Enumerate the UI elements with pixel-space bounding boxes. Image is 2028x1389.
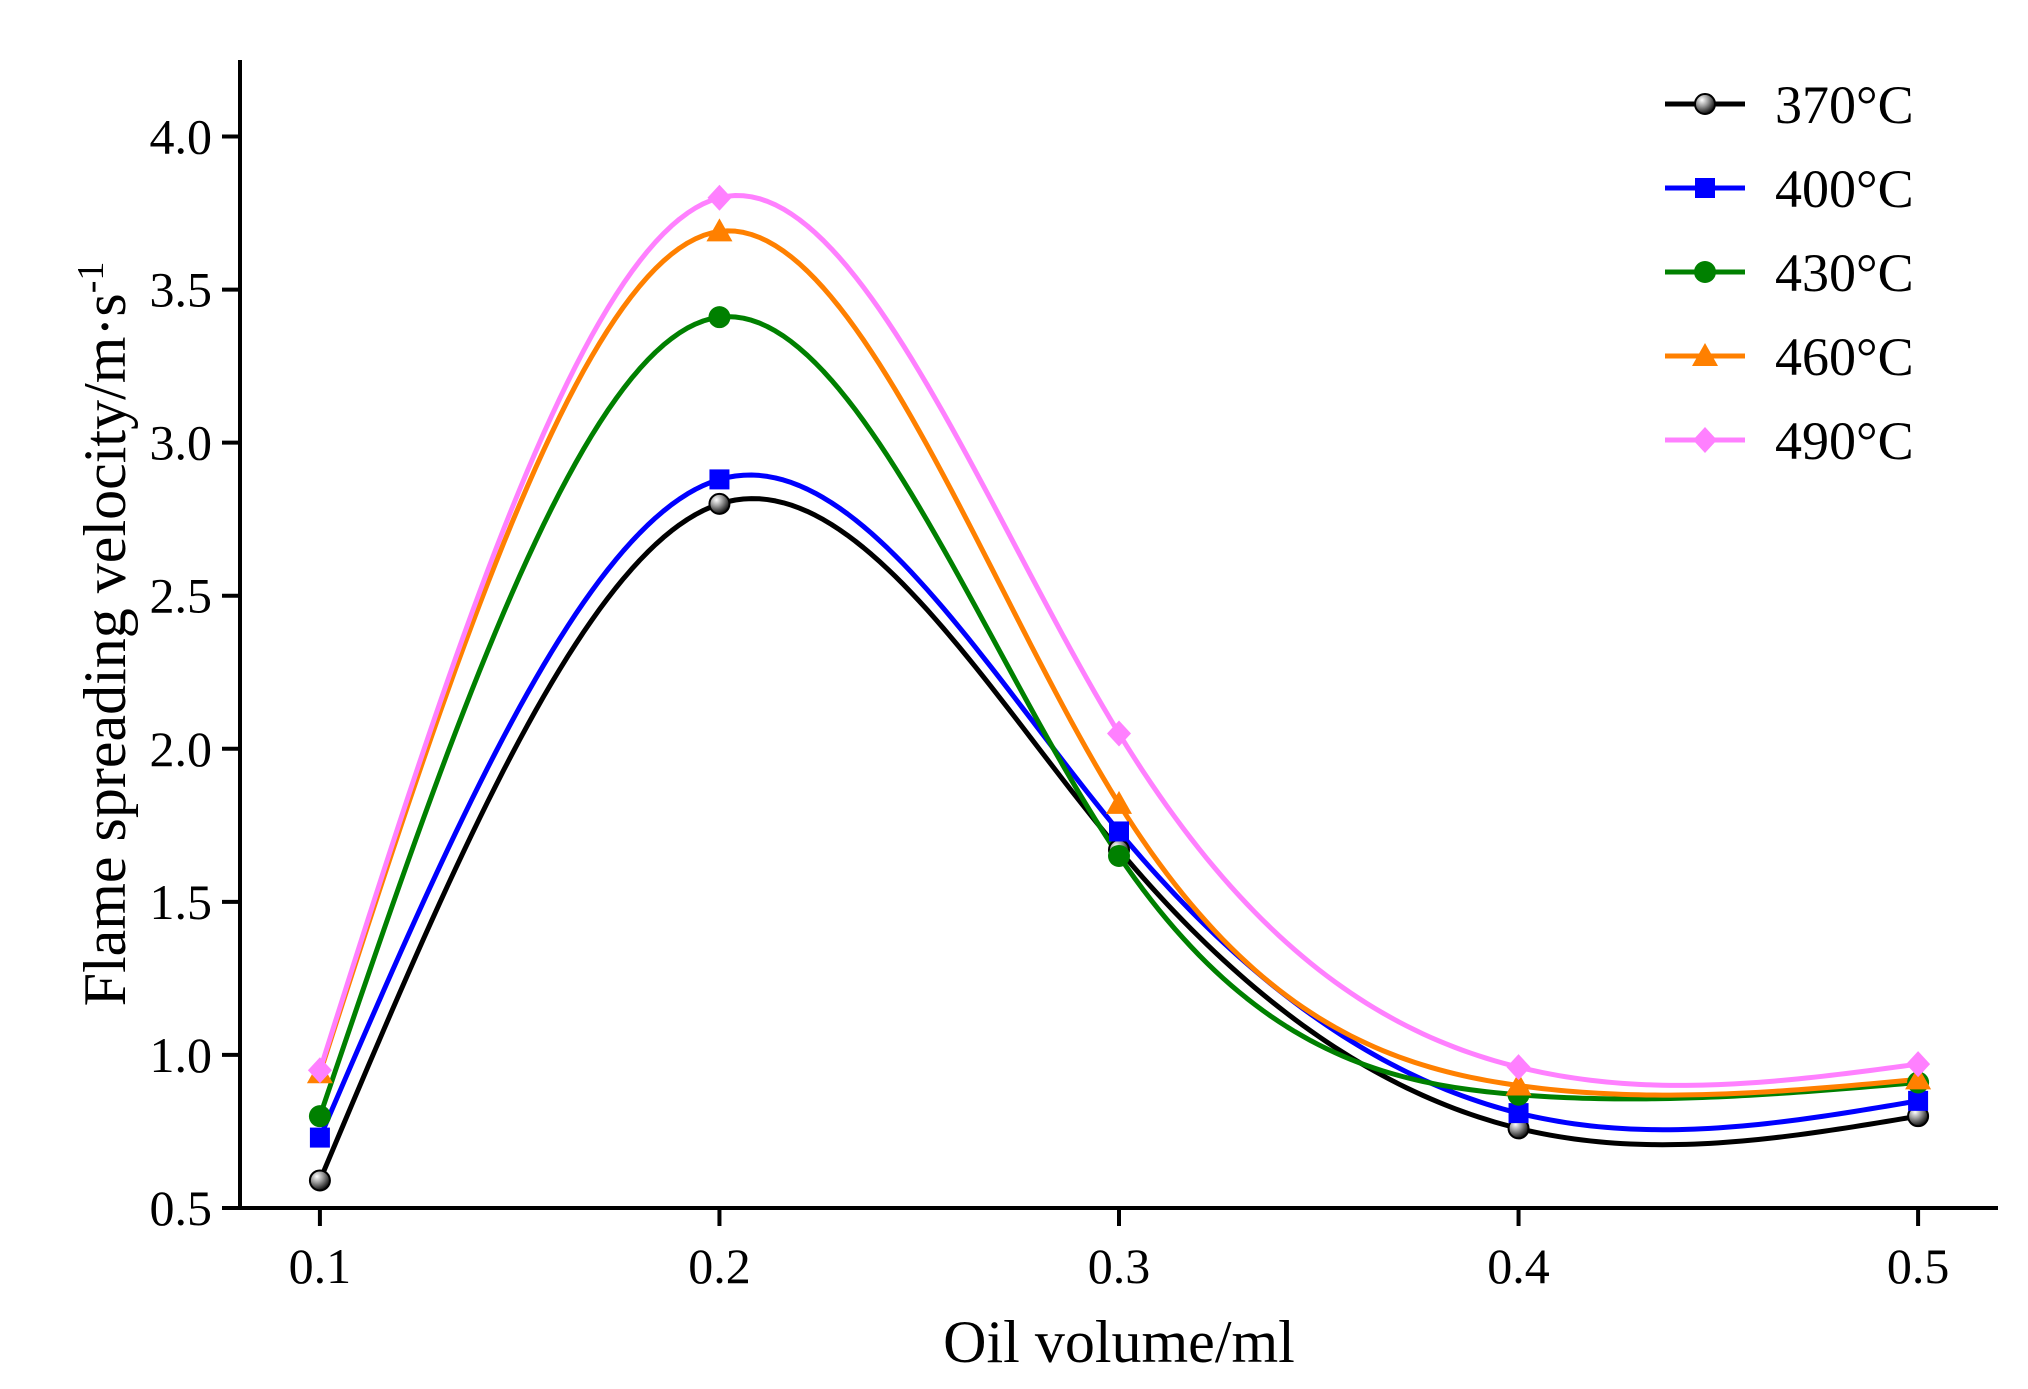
data-point [708, 492, 731, 515]
series-line-2 [317, 314, 1919, 1117]
legend-label: 400°C [1775, 159, 1914, 219]
y-axis-ticks: 0.5 1.0 1.5 2.0 2.5 3.0 3.5 4.0 [150, 109, 240, 1236]
series-line-3 [317, 228, 1919, 1098]
x-tick-label: 0.4 [1487, 1238, 1550, 1294]
data-point [1506, 1054, 1531, 1081]
data-point [1908, 1090, 1929, 1111]
data-point [1906, 1051, 1931, 1078]
series-markers [306, 184, 1932, 1192]
legend-entry: 430°C [1665, 243, 1914, 303]
data-point [309, 1127, 330, 1148]
legend-label: 490°C [1775, 411, 1914, 471]
legend-entry: 370°C [1665, 75, 1914, 135]
y-tick-label: 3.5 [150, 262, 213, 318]
series-lines [317, 193, 1919, 1182]
legend-entry: 490°C [1665, 411, 1914, 471]
y-tick-label: 2.0 [150, 721, 213, 777]
data-point [708, 306, 731, 329]
legend-label: 460°C [1775, 327, 1914, 387]
legend-marker [1694, 93, 1716, 115]
y-tick-label: 1.5 [150, 874, 213, 930]
legend: 370°C 400°C 430°C 460°C 490°C [1665, 75, 1914, 471]
data-point [1106, 790, 1132, 814]
x-tick-label: 0.5 [1887, 1238, 1950, 1294]
legend-label: 370°C [1775, 75, 1914, 135]
data-point [709, 469, 730, 490]
data-point [706, 218, 733, 242]
legend-marker [1693, 427, 1717, 453]
y-tick-label: 2.5 [150, 568, 213, 624]
data-point [1107, 720, 1131, 747]
data-point [1905, 1066, 1932, 1090]
plot-area: 0.5 1.0 1.5 2.0 2.5 3.0 3.5 4.0 0.1 0.2 0.3 0.4 0.5 [150, 60, 1998, 1294]
y-axis-title-main: Flame spreading velocity/m·s [72, 293, 138, 1006]
legend-marker [1692, 343, 1718, 366]
legend-entry: 400°C [1665, 159, 1914, 219]
x-tick-label: 0.1 [289, 1238, 352, 1294]
data-point [308, 1105, 331, 1128]
legend-marker [1694, 261, 1716, 283]
y-axis-title: Flame spreading velocity/m·s-1 [70, 262, 138, 1007]
x-tick-label: 0.3 [1088, 1238, 1151, 1294]
legend-marker [1695, 178, 1715, 198]
legend-label: 430°C [1775, 243, 1914, 303]
y-tick-label: 4.0 [150, 109, 213, 165]
data-point [707, 184, 732, 211]
x-axis-ticks: 0.1 0.2 0.3 0.4 0.5 [289, 1208, 1950, 1294]
y-axis-title-superscript: -1 [70, 262, 112, 294]
x-tick-label: 0.2 [688, 1238, 751, 1294]
y-tick-label: 3.0 [150, 415, 213, 471]
data-point [1108, 844, 1130, 867]
legend-entry: 460°C [1665, 327, 1914, 387]
data-point [307, 1057, 332, 1084]
data-point [1508, 1103, 1529, 1124]
data-point [308, 1169, 331, 1192]
y-tick-label: 1.0 [150, 1027, 213, 1083]
data-point [1505, 1072, 1532, 1096]
x-axis-title: Oil volume/ml [943, 1309, 1295, 1375]
y-tick-label: 0.5 [150, 1180, 213, 1236]
data-point [1109, 821, 1129, 842]
